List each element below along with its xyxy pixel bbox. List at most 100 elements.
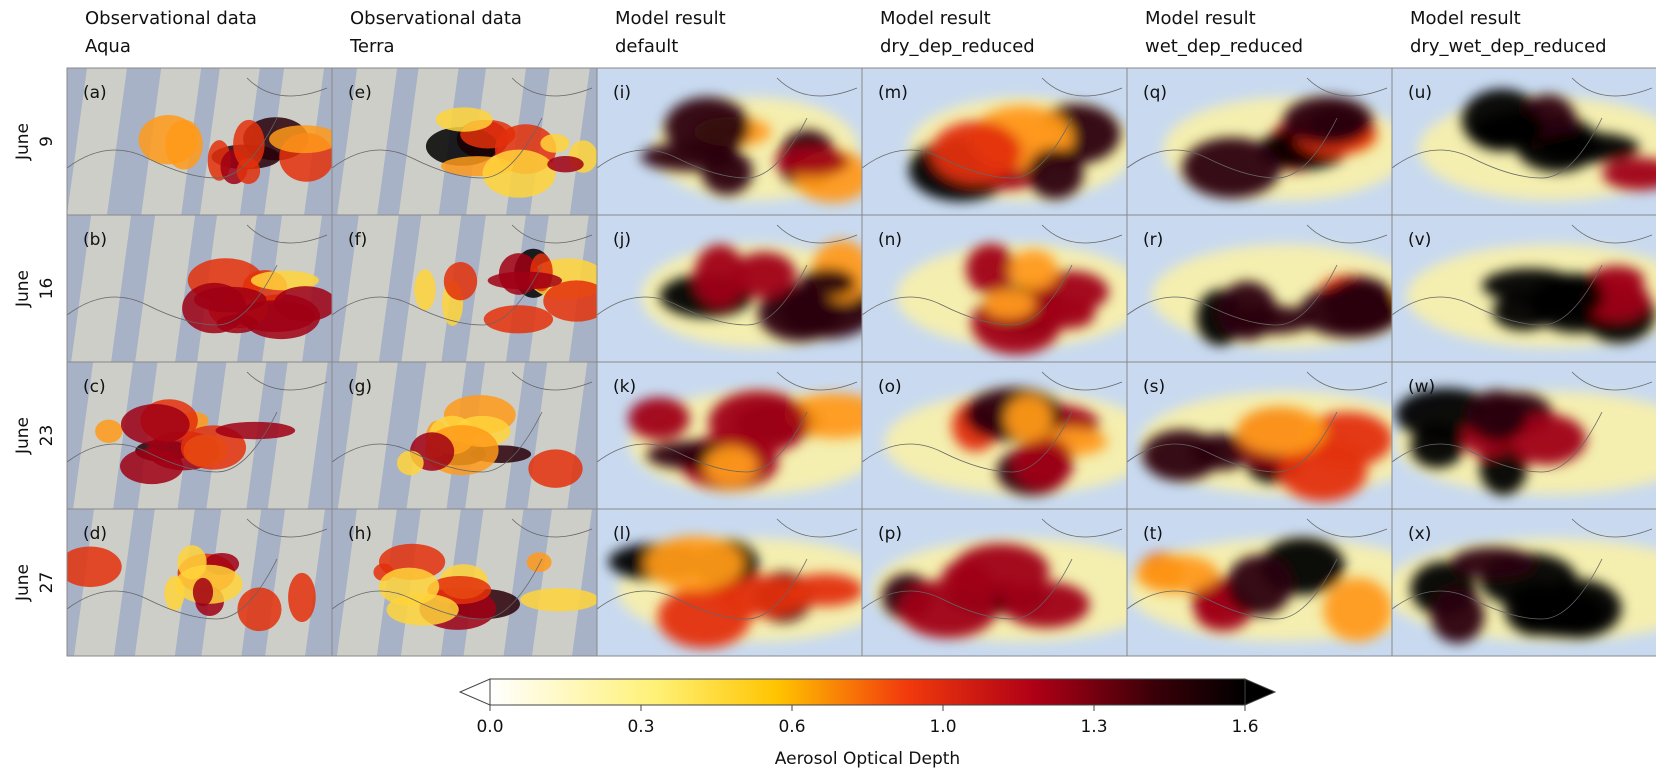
map-content — [597, 362, 862, 509]
plume — [1395, 388, 1587, 495]
aerosol-blob — [120, 404, 190, 445]
column-title: Model result — [880, 8, 991, 29]
plume — [414, 248, 597, 334]
map-content — [1127, 362, 1392, 509]
satellite-swath — [337, 68, 398, 215]
coastline — [1127, 77, 1388, 179]
map-content — [67, 68, 332, 215]
colorbar-tick-label: 1.0 — [929, 717, 956, 737]
coastline — [67, 518, 328, 620]
plume — [1410, 547, 1622, 644]
aerosol-blob — [67, 546, 122, 588]
aerosol-blob — [1430, 588, 1485, 644]
coastline — [862, 371, 1123, 473]
map-panel: (l) — [596, 508, 863, 657]
map-content — [67, 362, 332, 509]
satellite-swath — [531, 509, 592, 656]
aerosol-blob — [931, 121, 1022, 184]
aerosol-blob — [1004, 395, 1053, 442]
colorbar — [489, 678, 1246, 706]
panel-label: (p) — [878, 524, 902, 544]
aerosol-blob — [1236, 406, 1326, 455]
aerosol-blob — [1008, 249, 1058, 291]
coastline — [597, 518, 858, 620]
satellite-swath — [67, 68, 128, 215]
plume — [951, 387, 1108, 496]
column-subtitle: default — [615, 36, 678, 57]
coastline — [1392, 371, 1653, 473]
panel-label: (r) — [1143, 230, 1163, 250]
column-subtitle: Aqua — [85, 36, 131, 57]
aerosol-blob — [414, 269, 436, 311]
panel-label: (d) — [83, 524, 107, 544]
column-title: Observational data — [85, 8, 257, 29]
coastline — [1127, 224, 1388, 326]
map-content — [862, 68, 1127, 215]
colorbar-tick-label: 0.6 — [778, 717, 805, 737]
panel-label: (g) — [348, 377, 372, 397]
panel-label: (n) — [878, 230, 902, 250]
map-content — [1127, 509, 1392, 656]
aerosol-blob — [1226, 554, 1293, 616]
map-panel: (j) — [596, 214, 863, 363]
panel-label: (b) — [83, 230, 107, 250]
map-content — [1392, 509, 1656, 656]
map-panel: (w) — [1391, 361, 1656, 510]
map-content — [862, 509, 1127, 656]
satellite-swath — [134, 509, 195, 656]
map-content — [862, 215, 1127, 362]
map-content — [1127, 215, 1392, 362]
map-panel: (b) — [66, 214, 333, 363]
aerosol-blob — [482, 149, 556, 198]
aerosol-blob — [237, 587, 282, 632]
satellite-swath — [337, 362, 398, 509]
map-panel: (h) — [331, 508, 598, 657]
map-content — [862, 362, 1127, 509]
map-panel: (u) — [1391, 67, 1656, 216]
aerosol-blob — [664, 97, 750, 158]
column-title: Observational data — [350, 8, 522, 29]
coastline — [1392, 77, 1653, 179]
row-day: 23 — [37, 425, 57, 447]
map-panel: (i) — [596, 67, 863, 216]
coastline — [67, 77, 328, 179]
coastline — [1127, 518, 1388, 620]
map-panel: (k) — [596, 361, 863, 510]
colorbar-min-extend — [458, 678, 491, 706]
aerosol-blob — [487, 271, 563, 290]
colorbar-tick-label: 1.6 — [1231, 717, 1258, 737]
map-content — [332, 509, 597, 656]
aerosol-blob — [273, 286, 332, 322]
colorbar-label: Aerosol Optical Depth — [775, 749, 960, 769]
aerosol-blob — [1535, 578, 1622, 639]
plume — [182, 258, 332, 340]
aerosol-blob — [1182, 137, 1282, 199]
panel-border — [1391, 508, 1656, 657]
aerosol-blob — [1323, 577, 1392, 642]
map-panel: (q) — [1126, 67, 1393, 216]
plume — [95, 399, 296, 485]
map-content — [1392, 215, 1656, 362]
aerosol-blob — [1136, 555, 1219, 594]
map-content — [1392, 362, 1656, 509]
aerosol-blob — [1535, 132, 1640, 164]
aerosol-blob — [1451, 547, 1536, 578]
map-content — [597, 215, 862, 362]
plume — [1182, 96, 1378, 199]
column-subtitle: Terra — [349, 36, 395, 57]
colorbar-tick-label: 0.3 — [627, 717, 654, 737]
map-panel: (g) — [331, 361, 598, 510]
plume — [397, 395, 583, 488]
map-panel: (n) — [861, 214, 1128, 363]
panel-label: (h) — [348, 524, 372, 544]
panel-label: (c) — [83, 377, 106, 397]
aerosol-blob — [694, 244, 746, 307]
aerosol-blob — [95, 419, 123, 443]
aerosol-blob — [435, 107, 493, 132]
plume — [1482, 265, 1656, 343]
aerosol-blob — [164, 576, 185, 611]
aerosol-blob — [732, 252, 797, 298]
row-day: 16 — [37, 278, 57, 300]
map-panel: (r) — [1126, 214, 1393, 363]
